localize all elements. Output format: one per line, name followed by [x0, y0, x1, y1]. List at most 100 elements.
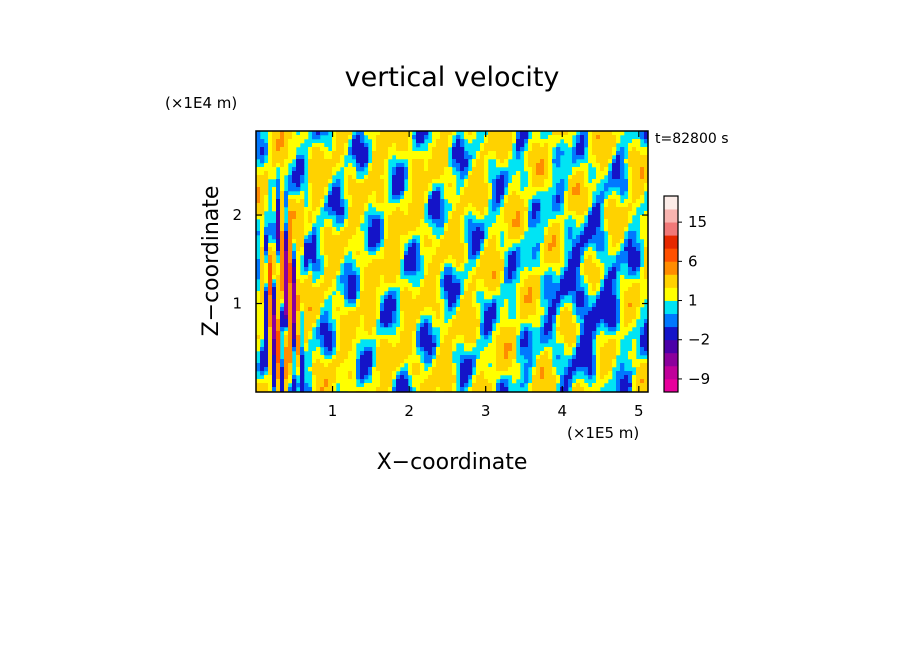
field-cell [320, 315, 325, 320]
field-cell [392, 211, 397, 216]
field-cell [296, 195, 301, 200]
field-cell [324, 231, 329, 236]
field-cell [500, 311, 505, 316]
field-cell [636, 383, 641, 388]
field-cell [536, 287, 541, 292]
field-cell [596, 299, 601, 304]
field-cell [464, 187, 469, 192]
field-cell [424, 275, 429, 280]
field-cell [276, 263, 281, 268]
field-cell [296, 275, 301, 280]
field-cell [348, 215, 353, 220]
field-cell [260, 379, 265, 384]
field-cell [296, 383, 301, 388]
field-cell [336, 359, 341, 364]
field-cell [448, 239, 453, 244]
field-cell [492, 259, 497, 264]
field-cell [580, 147, 585, 152]
field-cell [556, 191, 561, 196]
field-cell [420, 335, 425, 340]
field-cell [368, 315, 373, 320]
field-cell [612, 327, 617, 332]
field-cell [284, 359, 289, 364]
field-cell [380, 187, 385, 192]
field-cell [468, 311, 473, 316]
field-cell [592, 259, 597, 264]
field-cell [420, 243, 425, 248]
field-cell [296, 239, 301, 244]
field-cell [592, 291, 597, 296]
field-cell [256, 311, 261, 316]
field-cell [420, 367, 425, 372]
field-cell [556, 287, 561, 292]
field-cell [432, 271, 437, 276]
field-cell [372, 287, 377, 292]
field-cell [504, 223, 509, 228]
field-cell [308, 235, 313, 240]
field-cell [620, 307, 625, 312]
field-cell [372, 203, 377, 208]
field-cell [556, 283, 561, 288]
field-cell [328, 359, 333, 364]
field-cell [640, 215, 645, 220]
field-cell [496, 331, 501, 336]
field-cell [344, 279, 349, 284]
field-cell [504, 203, 509, 208]
field-cell [308, 295, 313, 300]
field-cell [596, 359, 601, 364]
field-cell [260, 291, 265, 296]
field-cell [388, 375, 393, 380]
field-cell [516, 131, 521, 136]
field-cell [444, 187, 449, 192]
field-cell [472, 247, 477, 252]
field-cell [364, 199, 369, 204]
field-cell [420, 199, 425, 204]
field-cell [344, 327, 349, 332]
field-cell [260, 235, 265, 240]
field-cell [396, 175, 401, 180]
field-cell [592, 179, 597, 184]
field-cell [588, 263, 593, 268]
field-cell [508, 147, 513, 152]
field-cell [580, 339, 585, 344]
field-cell [384, 135, 389, 140]
field-cell [336, 155, 341, 160]
field-cell [388, 343, 393, 348]
field-cell [264, 203, 269, 208]
field-cell [324, 283, 329, 288]
field-cell [524, 135, 529, 140]
field-cell [548, 347, 553, 352]
field-cell [472, 307, 477, 312]
field-cell [400, 279, 405, 284]
field-cell [312, 251, 317, 256]
field-cell [480, 207, 485, 212]
field-cell [268, 383, 273, 388]
field-cell [512, 139, 517, 144]
field-cell [280, 215, 285, 220]
field-cell [356, 287, 361, 292]
field-cell [504, 339, 509, 344]
field-cell [584, 223, 589, 228]
field-cell [640, 267, 645, 272]
field-cell [588, 155, 593, 160]
field-cell [544, 267, 549, 272]
field-cell [448, 247, 453, 252]
field-cell [328, 235, 333, 240]
field-cell [520, 275, 525, 280]
field-cell [540, 243, 545, 248]
field-cell [264, 363, 269, 368]
field-cell [516, 227, 521, 232]
field-cell [604, 183, 609, 188]
field-cell [372, 139, 377, 144]
field-cell [436, 215, 441, 220]
field-cell [324, 227, 329, 232]
field-cell [280, 251, 285, 256]
field-cell [368, 131, 373, 136]
field-cell [476, 367, 481, 372]
field-cell [520, 147, 525, 152]
field-cell [384, 307, 389, 312]
field-cell [360, 239, 365, 244]
field-cell [616, 267, 621, 272]
field-cell [428, 331, 433, 336]
field-cell [448, 307, 453, 312]
